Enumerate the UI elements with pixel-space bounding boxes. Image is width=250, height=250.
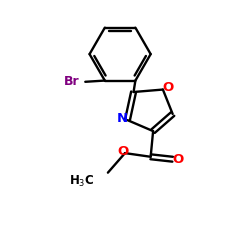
Text: O: O	[172, 153, 184, 166]
Text: O: O	[163, 80, 174, 94]
Text: Br: Br	[64, 75, 79, 88]
Text: H$_3$C: H$_3$C	[69, 174, 94, 189]
Text: N: N	[116, 112, 128, 126]
Text: O: O	[118, 146, 129, 158]
